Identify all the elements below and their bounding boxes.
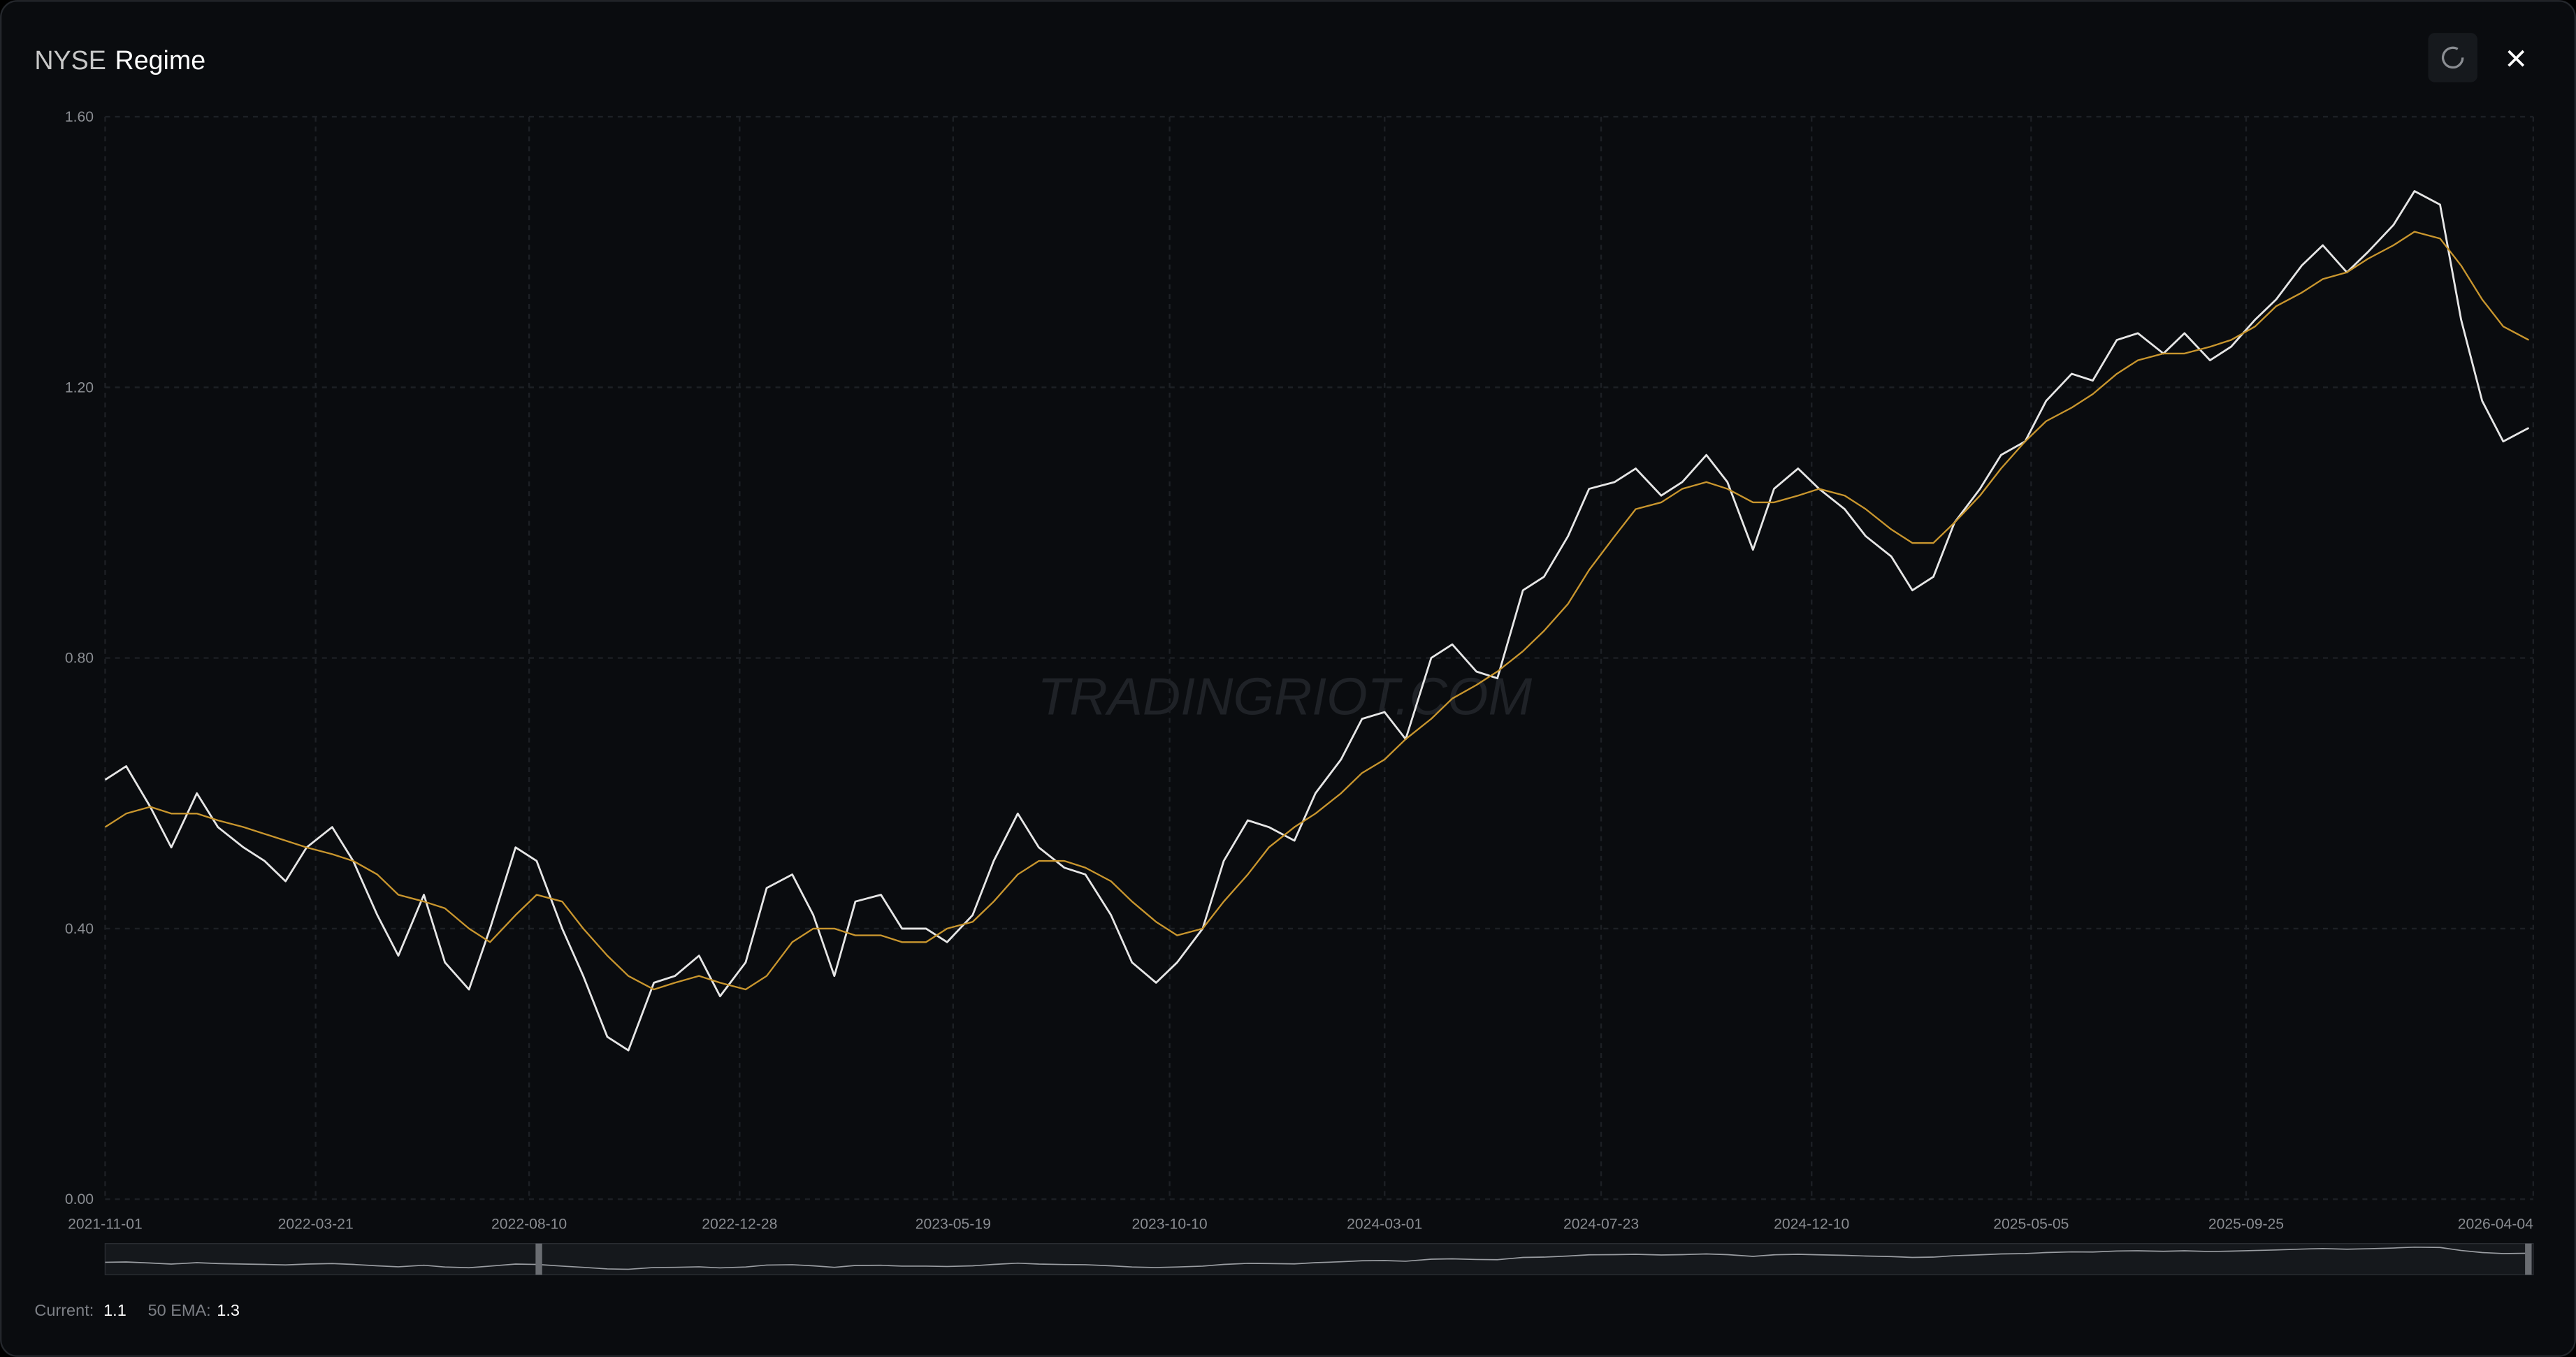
- y-tick-label: 1.20: [65, 379, 94, 396]
- x-tick-label: 2024-03-01: [1347, 1217, 1422, 1233]
- plot: 0.00 0.40 0.80 1.20 1.60 2021-11-01 2022-03-21…: [65, 109, 2535, 1233]
- navigator-handle[interactable]: [535, 1243, 542, 1275]
- refresh-button[interactable]: [2428, 33, 2477, 82]
- x-tick-label: 2025-05-05: [1993, 1217, 2069, 1233]
- watermark: TRADINGRIOT.COM: [1037, 667, 1532, 726]
- x-tick-label: 2022-08-10: [491, 1217, 567, 1233]
- x-tick-label: 2022-03-21: [278, 1217, 354, 1233]
- y-tick-label: 1.60: [65, 109, 94, 125]
- x-tick-label: 2025-09-25: [2208, 1217, 2284, 1233]
- y-tick-label: 0.00: [65, 1191, 94, 1207]
- navigator-line: [105, 1246, 2529, 1270]
- navigator[interactable]: [104, 1242, 2534, 1276]
- ema-value: 1.3: [217, 1301, 240, 1319]
- x-tick-label: 2022-12-28: [702, 1217, 777, 1233]
- x-tick-label: 2021-11-01: [68, 1217, 143, 1233]
- x-tick-label: 2026-04-04: [2458, 1217, 2533, 1233]
- x-tick-label: 2024-07-23: [1563, 1217, 1639, 1233]
- title: Regime: [115, 45, 206, 75]
- current-value: 1.1: [103, 1301, 126, 1319]
- series-line: [104, 231, 2529, 991]
- x-tick-label: 2023-10-10: [1132, 1217, 1208, 1233]
- y-tick-label: 0.40: [65, 921, 94, 937]
- series-line: [104, 190, 2530, 1052]
- exchange-label: NYSE: [34, 45, 106, 75]
- x-tick-label: 2023-05-19: [916, 1217, 991, 1233]
- x-tick-label: 2024-12-10: [1774, 1217, 1849, 1233]
- current-label: Current:: [34, 1301, 94, 1319]
- navigator-handle[interactable]: [2525, 1243, 2532, 1275]
- ema-label: 50 EMA:: [148, 1301, 211, 1319]
- navigator-plot: [105, 1246, 2529, 1270]
- close-button[interactable]: [2508, 50, 2525, 67]
- y-tick-label: 0.80: [65, 651, 94, 667]
